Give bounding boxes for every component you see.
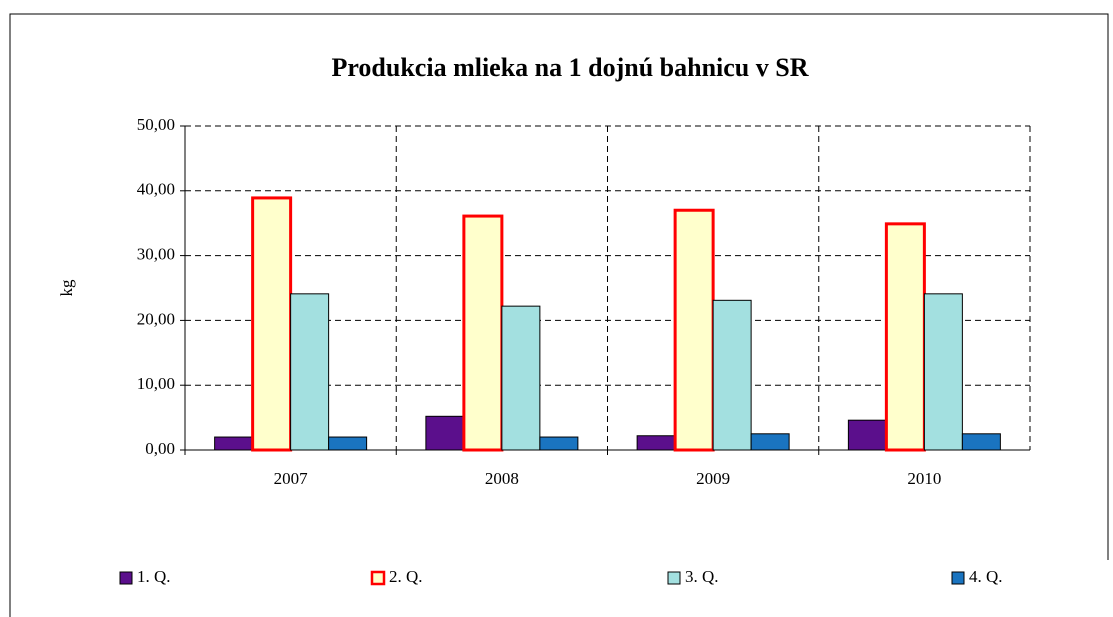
frame — [9, 13, 1109, 617]
y-tick-label: 50,00 — [137, 115, 175, 134]
x-tick-label: 2008 — [485, 469, 519, 488]
x-tick-label: 2010 — [907, 469, 941, 488]
y-tick-label: 0,00 — [145, 439, 175, 458]
bar — [462, 214, 504, 452]
legend-swatch — [951, 571, 965, 585]
y-tick-label: 30,00 — [137, 245, 175, 264]
bar — [847, 419, 887, 451]
y-axis-label: kg — [57, 279, 76, 297]
bar — [501, 305, 541, 451]
legend-swatch — [667, 571, 681, 585]
bar — [750, 433, 790, 451]
legend-label: 4. Q. — [969, 567, 1003, 586]
legend-label: 3. Q. — [685, 567, 719, 586]
y-tick-label: 40,00 — [137, 180, 175, 199]
legend-swatch — [119, 571, 133, 585]
bar — [251, 196, 293, 452]
y-tick-label: 20,00 — [137, 309, 175, 328]
bar — [712, 299, 752, 451]
bar — [636, 435, 676, 451]
bar — [328, 436, 368, 451]
legend-label: 2. Q. — [389, 567, 423, 586]
bar — [923, 293, 963, 451]
x-tick-label: 2009 — [696, 469, 730, 488]
x-tick-label: 2007 — [274, 469, 309, 488]
y-tick-label: 10,00 — [137, 374, 175, 393]
bar — [290, 293, 330, 451]
bar — [539, 436, 579, 451]
bar — [673, 208, 715, 452]
bar — [961, 433, 1001, 451]
bar — [884, 222, 926, 452]
legend-swatch — [370, 570, 386, 586]
bar — [425, 415, 465, 451]
bar — [214, 436, 254, 451]
legend-label: 1. Q. — [137, 567, 171, 586]
chart-title: Produkcia mlieka na 1 dojnú bahnicu v SR — [331, 53, 808, 82]
